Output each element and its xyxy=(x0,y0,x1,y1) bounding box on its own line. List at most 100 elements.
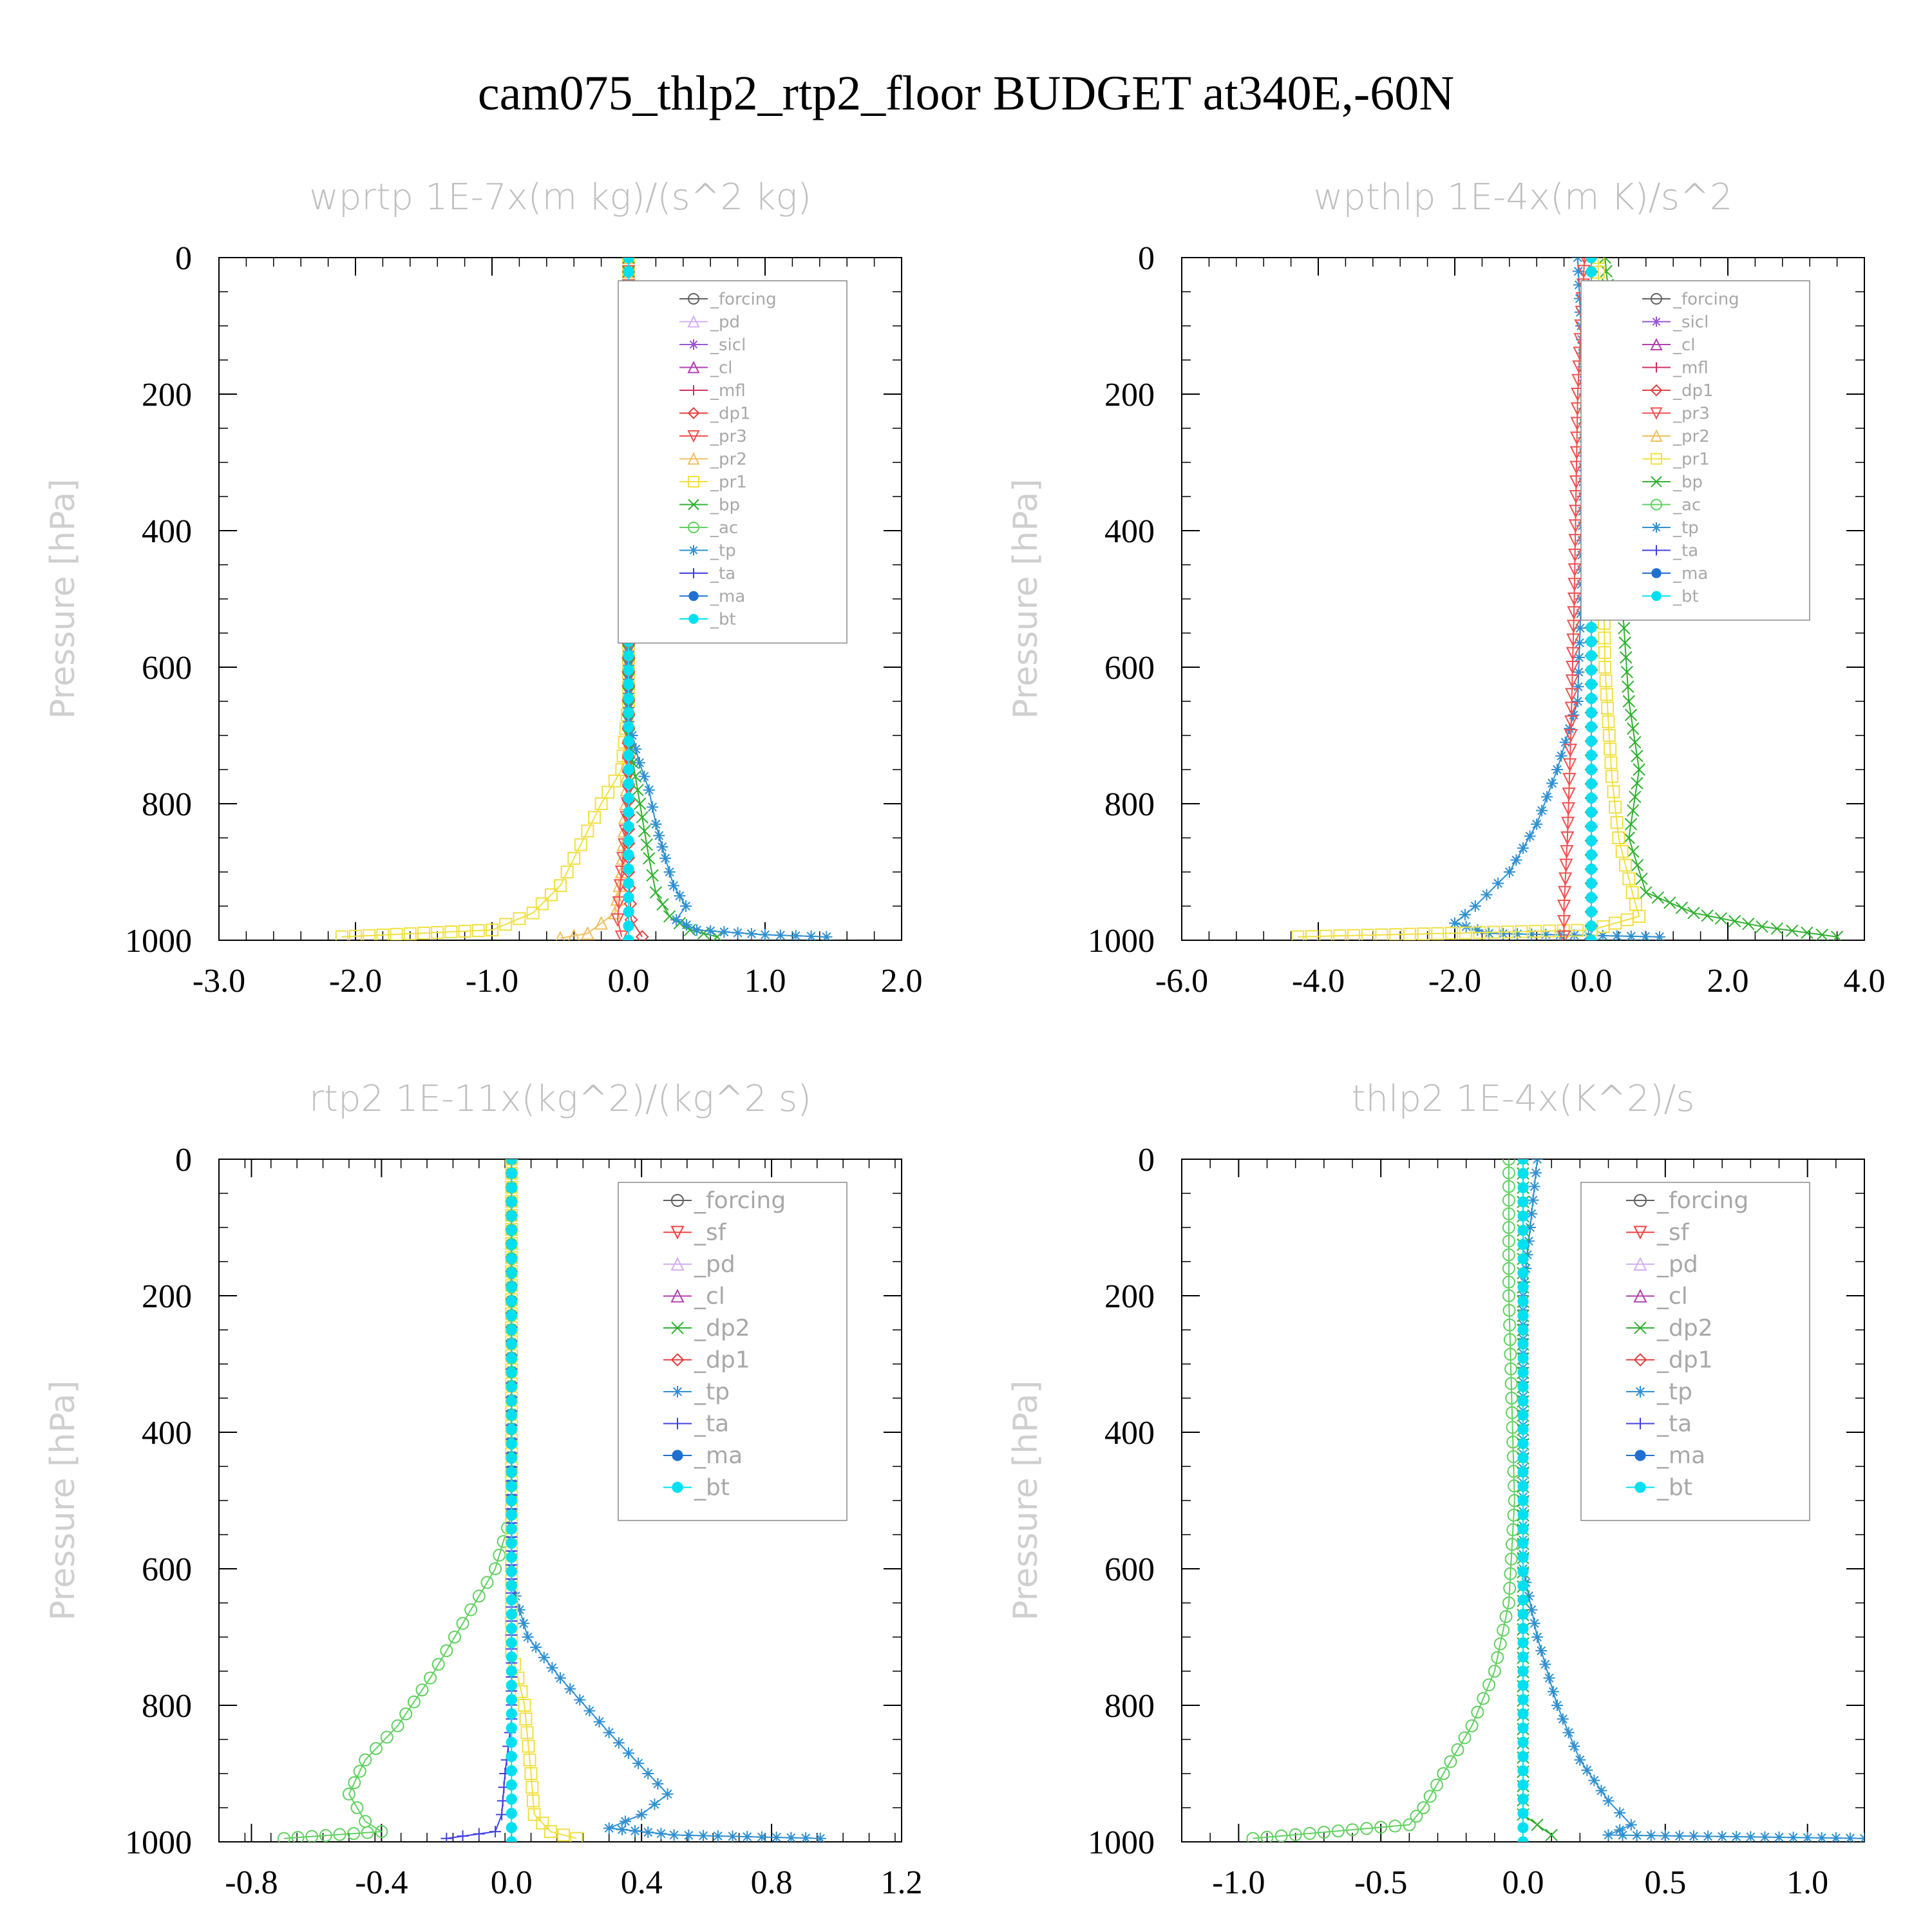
data-point xyxy=(580,926,595,940)
data-point xyxy=(506,1551,517,1563)
legend-item: _forcing xyxy=(679,290,777,309)
legend: _forcing _sicl _cl _mfl _dp1 _pr3 _pr2 _pr1 _bp _… xyxy=(1580,280,1810,621)
x-tick-label: 0.0 xyxy=(491,1864,533,1901)
legend-label: _bp xyxy=(1672,473,1703,492)
legend-marker xyxy=(1650,384,1663,397)
data-point xyxy=(1517,1267,1529,1279)
data-point xyxy=(619,1815,631,1828)
data-point xyxy=(1570,417,1584,431)
data-point xyxy=(1477,1692,1490,1705)
data-point xyxy=(612,896,626,910)
data-point xyxy=(1558,872,1573,886)
legend-item: _bp xyxy=(679,496,740,515)
data-point xyxy=(1716,1830,1728,1842)
data-point xyxy=(1526,1604,1538,1616)
data-point xyxy=(1564,715,1578,730)
data-point xyxy=(636,811,649,824)
data-point xyxy=(555,931,565,940)
data-point xyxy=(1502,1193,1515,1207)
data-point xyxy=(526,1781,539,1794)
legend: _forcing _sf _pd _cl _dp2 _dp1 _tp _ta _ma _bt xyxy=(618,1182,848,1521)
data-point xyxy=(464,1603,478,1616)
legend-label: _bt xyxy=(1656,1475,1692,1501)
legend-item: _ma xyxy=(1626,1443,1705,1469)
legend-marker xyxy=(1633,1256,1647,1271)
data-point xyxy=(626,730,638,741)
data-point xyxy=(489,1826,502,1838)
data-point xyxy=(1564,723,1576,735)
data-point xyxy=(1303,1826,1316,1840)
legend-item: _dp1 xyxy=(1642,381,1714,401)
data-point xyxy=(1503,1333,1517,1347)
data-point xyxy=(1526,1208,1538,1220)
data-point xyxy=(1517,1736,1529,1748)
data-point xyxy=(1517,1750,1529,1763)
legend-label: _cl xyxy=(1672,336,1696,355)
legend-item: _bt xyxy=(1642,587,1699,607)
data-point xyxy=(376,928,390,940)
x-tick-label: 4.0 xyxy=(1844,963,1886,999)
data-point xyxy=(1645,1830,1657,1842)
data-point xyxy=(623,906,634,918)
legend-marker xyxy=(687,430,700,443)
y-axis-label: Pressure [hPa] xyxy=(44,1381,82,1621)
data-point xyxy=(506,1637,517,1649)
data-point xyxy=(1551,764,1563,775)
data-point xyxy=(1598,661,1612,674)
legend-label: _dp2 xyxy=(694,1315,750,1341)
data-point xyxy=(667,880,679,892)
data-point xyxy=(1600,265,1613,278)
data-point xyxy=(390,927,403,940)
data-point xyxy=(1663,896,1676,909)
data-point xyxy=(506,1466,517,1478)
data-point xyxy=(1517,1224,1529,1236)
data-point xyxy=(1517,1495,1529,1506)
data-point xyxy=(1586,735,1597,747)
data-point xyxy=(506,1238,517,1251)
data-point xyxy=(1497,1624,1510,1637)
legend-marker xyxy=(1650,429,1663,442)
data-point xyxy=(1517,1196,1529,1208)
data-point xyxy=(1517,1238,1529,1251)
y-tick-label: 400 xyxy=(1104,1415,1155,1452)
data-point xyxy=(646,869,659,882)
data-point xyxy=(623,750,634,761)
data-point xyxy=(1502,1262,1515,1275)
data-point xyxy=(1654,931,1665,940)
data-point xyxy=(1586,892,1597,904)
data-point xyxy=(363,929,376,940)
legend-marker xyxy=(1634,1194,1647,1207)
legend-marker xyxy=(687,315,700,328)
data-point xyxy=(506,1409,517,1421)
data-point xyxy=(524,1767,538,1780)
data-point xyxy=(1511,928,1524,940)
data-point xyxy=(668,1829,680,1841)
data-point xyxy=(652,1777,664,1790)
data-point xyxy=(732,927,744,939)
data-point xyxy=(1517,1182,1529,1193)
data-point xyxy=(1586,664,1597,676)
data-point xyxy=(623,792,634,804)
data-point xyxy=(642,1826,654,1839)
y-tick-label: 200 xyxy=(142,377,192,413)
data-point xyxy=(506,1822,517,1833)
data-point xyxy=(1423,1790,1437,1803)
data-point xyxy=(1614,1806,1626,1819)
data-point xyxy=(623,707,634,719)
data-point xyxy=(359,1753,372,1766)
data-point xyxy=(790,930,802,940)
legend-item: _pd xyxy=(663,1251,735,1278)
data-point xyxy=(623,892,634,904)
data-point xyxy=(538,1651,550,1663)
data-point xyxy=(1586,863,1597,875)
data-point xyxy=(623,764,634,775)
data-point xyxy=(353,1765,366,1778)
legend-item: _ta xyxy=(679,564,735,583)
legend-label: _dp1 xyxy=(710,404,751,424)
data-point xyxy=(1517,1594,1529,1606)
data-point xyxy=(1360,1822,1374,1835)
data-point xyxy=(458,925,471,938)
data-point xyxy=(506,1694,517,1705)
data-point xyxy=(480,1576,494,1589)
legend-marker xyxy=(1634,1386,1646,1397)
